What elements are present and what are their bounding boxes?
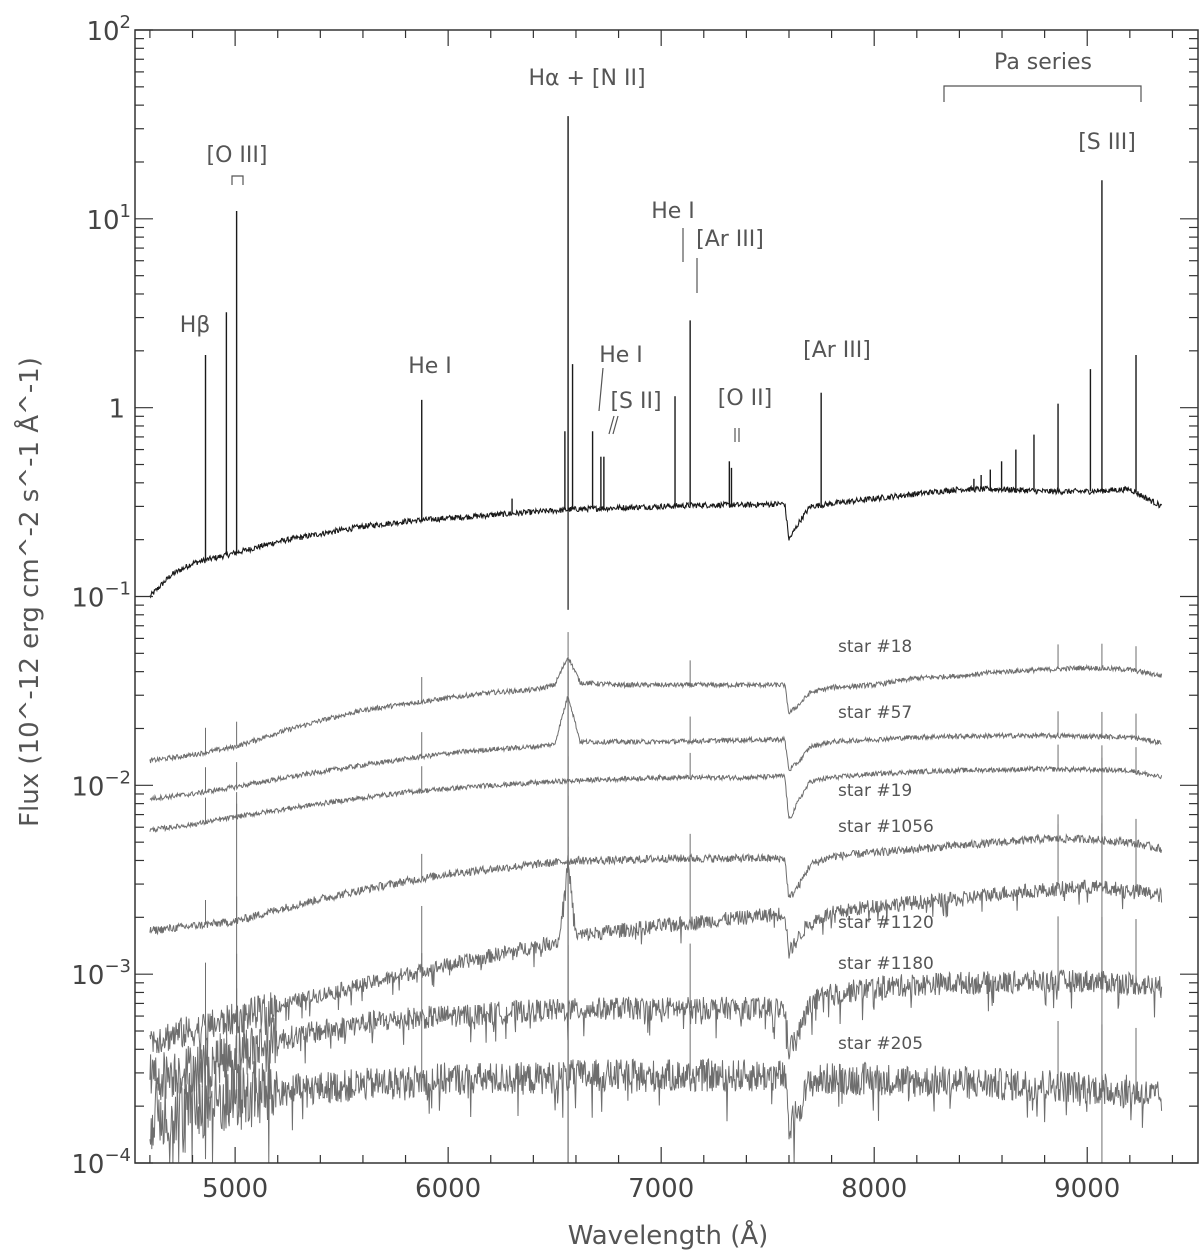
series-layer [149, 116, 1163, 1164]
y-tick-label: 10−2 [71, 767, 131, 802]
series-line-star-1180 [149, 969, 1163, 1128]
y-axis-title: Flux (10^-12 erg cm^-2 s^-1 Å^-1) [13, 357, 45, 827]
line-annotation: [Ar III] [696, 227, 764, 252]
series-label: star #1120 [838, 913, 934, 933]
s-ii-pointer-1 [608, 415, 615, 435]
series-line-star-1120 [149, 855, 1163, 1067]
x-tick-label: 5000 [202, 1174, 268, 1204]
x-tick-label: 9000 [1054, 1174, 1120, 1204]
nebula-spectrum-line [149, 484, 1163, 599]
line-annotation: [S III] [1078, 130, 1136, 155]
s-ii-pointer-2 [612, 415, 619, 435]
line-annotation: Pa series [994, 50, 1092, 75]
series-label: star #57 [838, 703, 912, 723]
line-annotation: [O III] [207, 143, 268, 168]
line-annotation: Hα + [N II] [528, 66, 645, 91]
line-annotation: He I [599, 343, 643, 368]
pa-series-bracket [943, 85, 1142, 102]
series-line-star-19 [149, 764, 1163, 833]
series-label: star #19 [838, 781, 912, 801]
axes-layer: 5000 6000 7000 8000 9000 10−4 10−3 10−2 10−1 1 101… [71, 12, 1199, 1204]
series-line-star-205 [149, 1057, 1163, 1164]
he-i-pointer [598, 367, 604, 412]
o-iii-bracket [231, 175, 244, 185]
line-annotation: He I [651, 199, 695, 224]
line-annotation: [O II] [718, 386, 772, 411]
series-label: star #205 [838, 1034, 923, 1054]
y-tick-label: 1 [108, 395, 125, 425]
y-tick-label: 10−4 [71, 1145, 131, 1180]
x-tick-label: 8000 [841, 1174, 907, 1204]
line-annotation: Hβ [180, 313, 211, 338]
series-label: star #1180 [838, 954, 934, 974]
line-annotation: [Ar III] [803, 338, 871, 363]
x-tick-label: 7000 [628, 1174, 694, 1204]
y-tick-label: 102 [86, 12, 131, 47]
y-tick-label: 101 [86, 201, 131, 236]
y-tick-label: 10−3 [71, 956, 131, 991]
x-tick-label: 6000 [415, 1174, 481, 1204]
annotation-layer: Hβ[O III]He IHα + [N II]He I[S II]He I[A… [180, 50, 1142, 1054]
series-line-star-1056 [149, 832, 1163, 936]
y-tick-label: 10−1 [71, 579, 131, 614]
series-line-star-57 [149, 695, 1162, 802]
series-line-star-18 [149, 657, 1163, 764]
series-label: star #1056 [838, 817, 934, 837]
x-axis-title: Wavelength (Å) [568, 1219, 769, 1251]
series-label: star #18 [838, 637, 912, 657]
line-annotation: He I [408, 354, 452, 379]
line-annotation: [S II] [610, 389, 661, 414]
